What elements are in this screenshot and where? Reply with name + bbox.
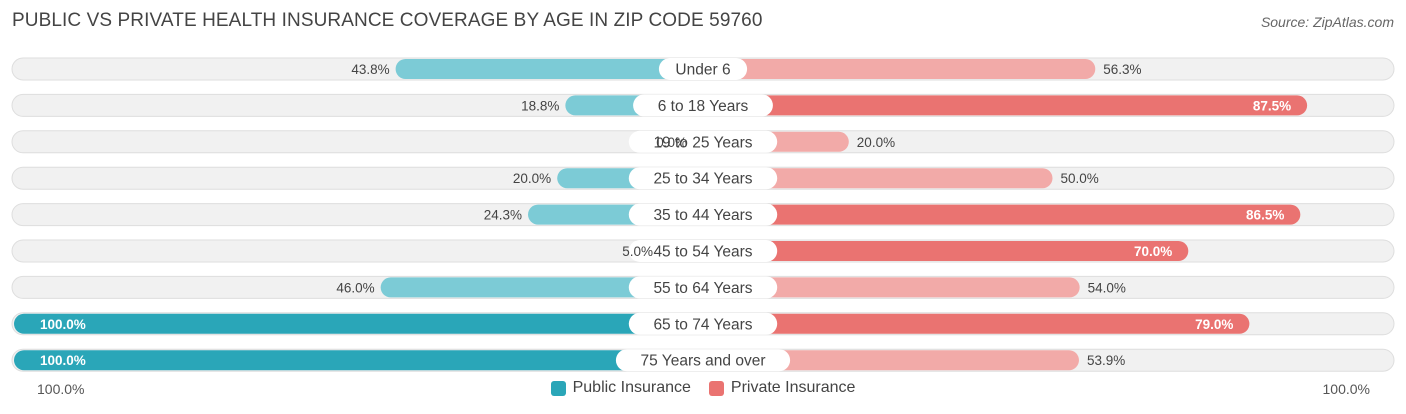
category-pill — [615, 349, 791, 372]
private-value-label: 70.0% — [1134, 244, 1172, 259]
private-value-label: 50.0% — [1061, 171, 1099, 186]
category-label: 65 to 74 Years — [653, 316, 752, 333]
private-value-label: 20.0% — [857, 135, 895, 150]
private-bar[interactable] — [703, 168, 1053, 189]
category-label: Under 6 — [675, 62, 730, 79]
category-label: 25 to 34 Years — [653, 171, 752, 188]
public-bar[interactable] — [14, 350, 703, 371]
public-value-label: 24.3% — [484, 208, 522, 223]
legend-swatch-public — [550, 380, 566, 396]
legend-label-private: Private Insurance — [730, 379, 856, 396]
public-bar[interactable] — [380, 277, 703, 298]
private-value-label: 56.3% — [1103, 62, 1141, 77]
legend-swatch-private — [708, 380, 724, 396]
legend-label-public: Public Insurance — [572, 379, 691, 396]
category-pill — [633, 94, 773, 117]
public-value-label: 5.0% — [622, 244, 653, 259]
public-value-label: 46.0% — [336, 280, 374, 295]
category-pill — [628, 130, 778, 153]
category-label: 45 to 54 Years — [653, 244, 752, 261]
category-label: 19 to 25 Years — [653, 134, 752, 151]
private-value-label: 86.5% — [1246, 208, 1284, 223]
category-pill — [628, 203, 778, 226]
public-value-label: 100.0% — [40, 353, 86, 368]
public-value-label: 20.0% — [513, 171, 551, 186]
public-value-label: 18.8% — [521, 98, 559, 113]
private-value-label: 53.9% — [1087, 353, 1125, 368]
private-bar[interactable] — [703, 59, 1096, 79]
category-label: 6 to 18 Years — [658, 98, 749, 115]
private-value-label: 87.5% — [1253, 98, 1291, 113]
category-label: 35 to 44 Years — [653, 207, 752, 224]
private-value-label: 54.0% — [1088, 280, 1126, 295]
private-bar[interactable] — [703, 350, 1079, 371]
private-bar[interactable] — [703, 95, 1308, 116]
category-pill — [628, 276, 778, 299]
chart-title: PUBLIC VS PRIVATE HEALTH INSURANCE COVER… — [12, 10, 763, 31]
source-label: Source: ZipAtlas.com — [1260, 14, 1394, 30]
private-value-label: 79.0% — [1195, 317, 1233, 332]
category-label: 55 to 64 Years — [653, 280, 752, 297]
private-bar[interactable] — [703, 241, 1189, 261]
private-bar[interactable] — [703, 277, 1080, 298]
public-value-label: 100.0% — [40, 317, 86, 332]
category-pill — [628, 240, 778, 262]
private-bar[interactable] — [703, 313, 1250, 334]
public-bar[interactable] — [395, 59, 703, 79]
public-value-label: 0.0% — [656, 135, 687, 150]
axis-left-label: 100.0% — [37, 381, 85, 397]
legend-item-public[interactable]: Public Insurance — [550, 379, 691, 397]
category-pill — [658, 58, 748, 80]
public-value-label: 43.8% — [351, 62, 389, 77]
legend: Public Insurance Private Insurance — [0, 379, 1406, 397]
private-bar[interactable] — [703, 204, 1301, 225]
legend-item-private[interactable]: Private Insurance — [708, 379, 856, 397]
chart-canvas: Under 6 43.8% 56.3% 6 to 18 Years 18.8% 87.5%… — [11, 57, 1395, 372]
category-pill — [628, 312, 778, 335]
category-pill — [628, 167, 778, 190]
public-bar[interactable] — [14, 313, 703, 334]
category-label: 75 Years and over — [641, 353, 766, 370]
axis-right-label: 100.0% — [1322, 381, 1370, 397]
